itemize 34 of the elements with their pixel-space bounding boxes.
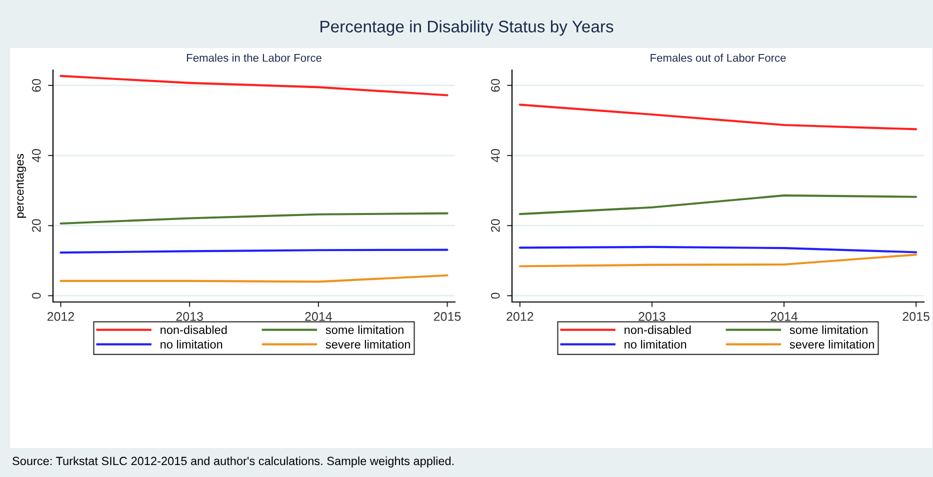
chart-subtitle: Females out of Labor Force <box>650 54 786 62</box>
x-tick-label: 2012 <box>506 312 534 321</box>
chart-title: Percentage in Disability Status by Years <box>320 20 614 36</box>
legend-label: no limitation <box>624 340 686 349</box>
line-series <box>60 212 448 225</box>
y-tick-label: 20 <box>490 219 500 232</box>
x-tick-label: 2012 <box>47 312 74 321</box>
x-tick-label: 2014 <box>770 312 798 321</box>
y-tick-label: 60 <box>490 78 500 92</box>
y-tick-label: 60 <box>32 78 41 92</box>
legend-label: severe limitation <box>326 340 410 349</box>
legend-label: no limitation <box>160 340 222 349</box>
x-tick-label: 2015 <box>434 312 461 321</box>
x-tick-label: 2013 <box>638 312 666 321</box>
line-series <box>518 104 918 130</box>
line-series <box>518 194 918 216</box>
legend-label: some limitation <box>326 325 404 334</box>
legend-label: some limitation <box>790 325 868 334</box>
y-axis-title: percentages <box>16 154 26 218</box>
line-series <box>518 254 918 268</box>
legend-label: severe limitation <box>790 340 874 349</box>
y-tick-label: 0 <box>490 292 500 299</box>
y-tick-label: 0 <box>32 292 41 299</box>
legend-label: non-disabled <box>624 325 691 334</box>
y-tick-label: 40 <box>490 149 500 162</box>
x-tick-label: 2015 <box>902 312 930 321</box>
y-tick-label: 20 <box>32 219 41 232</box>
chart-subtitle: Females in the Labor Force <box>186 54 322 62</box>
legend-label: non-disabled <box>160 325 227 334</box>
y-tick-label: 40 <box>32 149 41 162</box>
x-tick-label: 2014 <box>305 312 332 321</box>
x-tick-label: 2013 <box>176 312 203 321</box>
source-note: Source: Turkstat SILC 2012-2015 and author's calculations. Sample weights applied. <box>12 456 454 468</box>
line-series <box>60 74 448 96</box>
